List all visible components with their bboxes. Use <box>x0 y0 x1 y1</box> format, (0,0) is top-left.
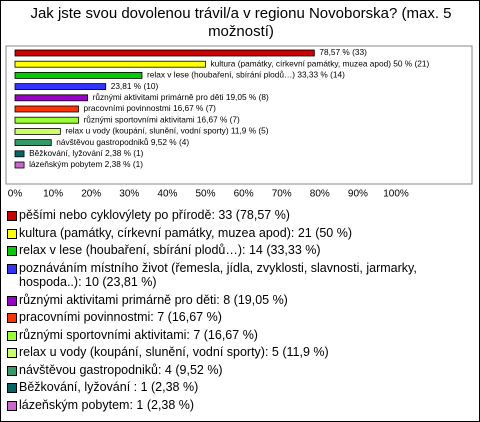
bar <box>14 72 143 79</box>
legend-item: návštěvou gastropodniků: 4 (9,52 %) <box>7 363 473 378</box>
bar <box>14 49 315 57</box>
data-label: Běžkování, lyžování 2,38 % (1) <box>29 148 144 158</box>
legend-swatch <box>7 330 17 341</box>
data-label: různými aktivitami primárně pro děti 19,… <box>93 92 269 102</box>
data-label: relax v lese (houbaření, sbírání plodů…)… <box>147 70 345 80</box>
x-tick-label: 80% <box>310 189 330 200</box>
legend-label: poznáváním místního život (řemesla, jídl… <box>19 260 417 290</box>
x-tick-label: 0% <box>8 189 23 200</box>
bar <box>14 60 206 68</box>
plot: 0% 10% 20% 30% 40% 50% 60% 70% 80% 90% 100% 78,57 %… <box>5 45 473 200</box>
data-label: lázeňským pobytem 2,38 % (1) <box>29 159 143 169</box>
x-tick-label: 100% <box>383 189 409 200</box>
x-tick-label: 10% <box>43 189 63 200</box>
legend-swatch <box>7 246 17 256</box>
legend-item: poznáváním místního život (řemesla, jídl… <box>7 261 473 290</box>
legend-label: relax v lese (houbaření, sbírání plodů…)… <box>19 243 321 257</box>
legend-label: lázeňským pobytem: 1 (2,38 %) <box>19 397 195 412</box>
legend-label: relax u vody (koupání, slunění, vodní sp… <box>19 345 329 359</box>
legend-label: návštěvou gastropodniků: 4 (9,52 %) <box>19 362 223 377</box>
bar <box>14 150 25 158</box>
bar <box>14 161 25 169</box>
legend-swatch <box>7 211 17 221</box>
legend-label: Běžkování, lyžování : 1 (2,38 %) <box>19 380 199 394</box>
legend-swatch <box>7 228 17 239</box>
legend-swatch <box>7 348 17 358</box>
data-label: návštěvou gastropodniků 9,52 % (4) <box>56 137 189 147</box>
legend-label: různými sportovními aktivitami: 7 (16,67… <box>19 327 258 342</box>
x-tick-label: 90% <box>348 189 368 200</box>
x-tick-label: 60% <box>234 189 254 200</box>
x-tick-label: 50% <box>195 189 215 200</box>
legend-swatch <box>7 313 17 323</box>
legend-item: lázeňským pobytem: 1 (2,38 %) <box>7 398 473 413</box>
legend-swatch <box>7 383 17 393</box>
legend-swatch <box>7 400 17 411</box>
legend-swatch <box>7 365 17 376</box>
data-label: relax u vody (koupání, slunění, vodní sp… <box>65 126 268 136</box>
data-label: 23,81 % (10) <box>111 81 159 91</box>
legend-item: relax v lese (houbaření, sbírání plodů…)… <box>7 243 473 258</box>
legend-item: různými aktivitami primárně pro děti: 8 … <box>7 293 473 308</box>
legend-swatch <box>7 295 17 306</box>
legend-label: různými aktivitami primárně pro děti: 8 … <box>19 292 288 307</box>
plot-frame <box>5 45 473 185</box>
data-label: 78,57 % (33) <box>319 47 367 57</box>
x-tick-label: 40% <box>157 189 177 200</box>
bar <box>14 116 79 124</box>
x-tick-label: 30% <box>119 189 139 200</box>
legend-swatch <box>7 263 17 274</box>
legend-item: různými sportovními aktivitami: 7 (16,67… <box>7 328 473 343</box>
bar <box>14 105 79 113</box>
legend-label: kultura (památky, církevní památky, muze… <box>19 225 353 240</box>
legend-item: kultura (památky, církevní památky, muze… <box>7 226 473 241</box>
legend-item: Běžkování, lyžování : 1 (2,38 %) <box>7 380 473 395</box>
bar <box>14 94 88 102</box>
x-tick-label: 20% <box>81 189 101 200</box>
data-label: různými sportovními aktivitami 16,67 % (… <box>84 114 241 124</box>
bar <box>14 83 107 90</box>
legend: pěšími nebo cyklovýlety po přírodě: 33 (… <box>7 208 473 415</box>
legend-label: pracovními povinnostmi: 7 (16,67 %) <box>19 310 222 324</box>
legend-item: relax u vody (koupání, slunění, vodní sp… <box>7 345 473 360</box>
legend-item: pěšími nebo cyklovýlety po přírodě: 33 (… <box>7 208 473 223</box>
legend-label: pěšími nebo cyklovýlety po přírodě: 33 (… <box>19 208 290 222</box>
data-label: pracovními povinnostmi 16,67 % (7) <box>84 103 217 113</box>
data-label: kultura (památky, církevní památky, muze… <box>211 58 430 68</box>
legend-item: pracovními povinnostmi: 7 (16,67 %) <box>7 310 473 325</box>
chart-title: Jak jste svou dovolenou trávil/a v regio… <box>30 5 452 40</box>
bar <box>14 128 61 135</box>
bar <box>14 139 52 147</box>
x-tick-label: 70% <box>272 189 292 200</box>
